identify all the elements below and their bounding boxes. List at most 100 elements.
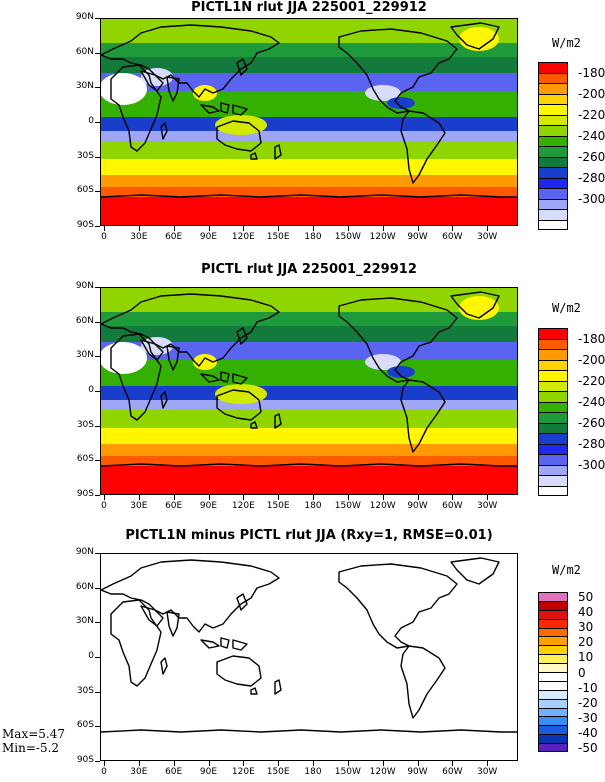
colorbar-swatch [538, 475, 568, 486]
colorbar-swatch [538, 72, 568, 83]
lon-tick [487, 226, 489, 231]
lon-label: 180 [304, 767, 322, 777]
lat-tick [95, 287, 100, 288]
lon-label: 120W [369, 501, 396, 511]
lat-label: 30N [75, 81, 94, 92]
lat-tick [95, 657, 100, 658]
lon-tick [382, 495, 384, 500]
colorbar-label: -280 [578, 170, 605, 185]
lon-tick [104, 761, 105, 766]
lat-label: 0 [88, 651, 94, 661]
colorbar-label: -200 [578, 86, 605, 101]
colorbar-swatch [538, 401, 568, 412]
lon-tick [313, 761, 314, 766]
colorbar-swatch [538, 689, 568, 699]
colorbar-swatch [538, 198, 568, 209]
lon-tick [243, 226, 245, 231]
colorbar-swatch [538, 83, 568, 94]
lon-tick [452, 495, 454, 500]
colorbar-swatch [538, 636, 568, 646]
lat-tick [95, 553, 100, 554]
lon-tick [347, 761, 349, 766]
colorbar-label: -260 [578, 149, 605, 164]
colorbar-swatch [538, 600, 568, 610]
lon-tick [138, 226, 140, 231]
lon-tick [417, 761, 419, 766]
lon-label: 30W [476, 501, 498, 511]
colorbar-swatch [538, 433, 568, 444]
lon-label: 90W [407, 767, 428, 777]
colorbar-label: -260 [578, 415, 605, 430]
lat-tick [95, 425, 100, 427]
colorbar-label: -300 [578, 457, 605, 472]
lat-label: 60N [75, 46, 94, 57]
lon-label: 30W [476, 232, 498, 242]
colorbar-swatch [538, 698, 568, 708]
lat-label: 90S [76, 220, 94, 230]
lon-label: 120E [231, 767, 255, 777]
colorbar-swatch [538, 743, 568, 753]
colorbar-label: -30 [578, 710, 598, 725]
colorbar-label: -180 [578, 65, 605, 80]
difference-field-map [101, 554, 517, 760]
lon-label: 120W [369, 232, 396, 242]
lon-label: 30W [476, 767, 498, 777]
colorbar-swatch [538, 359, 568, 370]
colorbar-swatch [538, 680, 568, 690]
colorbar-label: 20 [578, 635, 594, 650]
lon-label: 180 [304, 232, 322, 242]
panel-3-map [100, 553, 518, 761]
colorbar-swatch [538, 672, 568, 681]
colorbar-swatch [538, 370, 568, 381]
lon-tick [313, 226, 314, 231]
colorbar-swatch [538, 156, 568, 167]
lon-label: 30E [130, 232, 148, 242]
colorbar-units: W/m2 [552, 301, 581, 315]
lon-tick [278, 226, 280, 231]
lat-label: 30S [76, 685, 94, 696]
colorbar-swatch [538, 663, 568, 673]
lon-label: 60E [165, 501, 183, 511]
lon-label: 150E [266, 501, 290, 511]
lon-label: 60W [442, 232, 463, 242]
lon-label: 30E [130, 767, 148, 777]
lat-label: 0 [88, 116, 94, 126]
lon-label: 90E [199, 232, 218, 242]
lon-tick [243, 495, 245, 500]
colorbar-swatch [538, 464, 568, 475]
lon-tick [487, 495, 489, 500]
colorbar-label: 50 [578, 590, 594, 604]
colorbar-swatch [538, 645, 568, 655]
colorbar-swatch [538, 62, 568, 73]
colorbar-label: -240 [578, 128, 605, 143]
colorbar-label: -300 [578, 191, 605, 206]
lon-tick [208, 761, 210, 766]
lon-label: 90W [407, 232, 428, 242]
colorbar-swatch [538, 627, 568, 637]
lat-label: 30N [75, 616, 94, 627]
lon-label: 120W [369, 767, 396, 777]
panel-3-title: PICTL1N minus PICTL rlut JJA (Rxy=1, RMS… [125, 528, 493, 543]
panel-1-map [100, 18, 518, 226]
lon-label: 0 [101, 501, 107, 511]
lat-label: 90N [75, 547, 94, 557]
lon-label: 150E [266, 232, 290, 242]
lon-tick [138, 761, 140, 766]
lat-tick [95, 191, 100, 193]
lon-tick [278, 495, 280, 500]
colorbar-label: 30 [578, 620, 594, 635]
lon-label: 150W [334, 501, 361, 511]
colorbar-swatch [538, 380, 568, 391]
lon-tick [347, 495, 349, 500]
min-value: Min=-5.2 [2, 741, 60, 755]
lon-label: 120E [231, 501, 255, 511]
lon-label: 0 [101, 232, 107, 242]
colorbar-swatch [538, 167, 568, 178]
colorbar [538, 328, 568, 496]
colorbar-label: -200 [578, 352, 605, 367]
colorbar [538, 592, 568, 753]
colorbar-label: -50 [578, 741, 598, 755]
lat-label: 30S [76, 150, 94, 161]
colorbar-swatch [538, 135, 568, 146]
colorbar-swatch [538, 654, 568, 664]
